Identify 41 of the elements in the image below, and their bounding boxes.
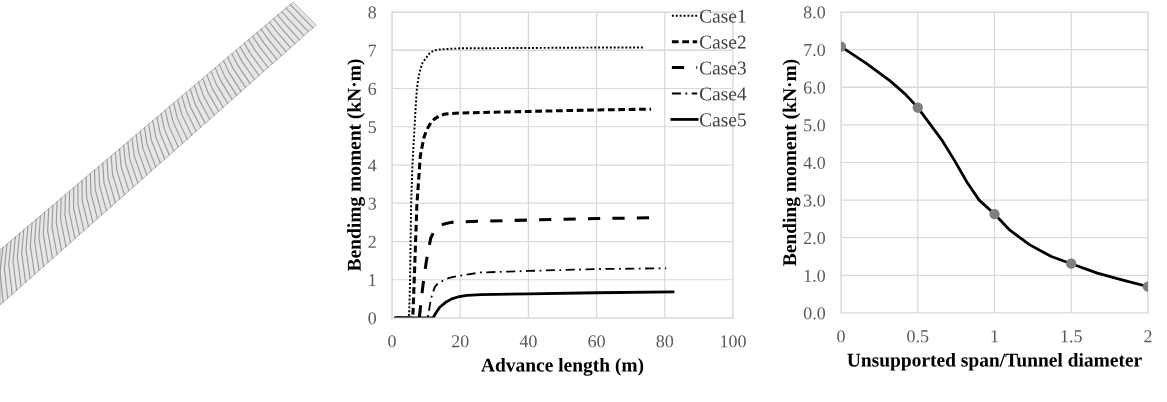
x-tick-label: 0.5 — [907, 330, 929, 343]
y-tick-label: 2.0 — [803, 232, 826, 245]
x-tick-label: 20 — [451, 335, 469, 348]
y-tick-label: 3.0 — [804, 194, 826, 207]
y-tick-label: 4.0 — [803, 156, 826, 170]
x-tick-label: 40 — [519, 335, 537, 348]
x-axis-title: Unsupported span/Tunnel diameter — [847, 352, 1142, 371]
legend-label: Case3 — [699, 61, 746, 75]
legend-label: Case1 — [699, 9, 746, 23]
x-tick-label: 0 — [837, 330, 845, 343]
x-tick-label: 2 — [1144, 330, 1152, 343]
y-tick-label: 7 — [368, 44, 377, 57]
y-tick-label: 4 — [368, 159, 377, 172]
legend-label: Case4 — [699, 87, 747, 101]
y-tick-label: 5.0 — [804, 119, 826, 132]
point — [912, 102, 923, 113]
x-tick-label: 100 — [721, 335, 746, 348]
y-tick-label: 1.0 — [804, 269, 826, 282]
point — [1066, 258, 1077, 269]
y-tick-label: 8 — [368, 6, 377, 19]
x-tick-label: 0 — [388, 335, 396, 348]
x-tick-label: 80 — [656, 335, 674, 348]
point — [989, 208, 1000, 220]
y-tick-label: 0 — [368, 312, 377, 325]
x-axis-title: Advance length (m) — [481, 357, 644, 376]
x-tick-label: 1 — [991, 330, 998, 343]
x-tick-label: 1.5 — [1061, 330, 1082, 343]
y-tick-label: 7.0 — [804, 43, 826, 57]
y-tick-label: 6 — [368, 82, 377, 95]
x-tick-label: 60 — [588, 335, 605, 348]
y-tick-label: 3 — [368, 197, 377, 210]
legend-label: Case2 — [699, 35, 746, 49]
y-tick-label: 1 — [369, 274, 376, 287]
y-tick-label: 8.0 — [803, 6, 826, 19]
legend-label: Case5 — [699, 113, 746, 127]
y-axis-title: Bendimg moment (kN·m) — [347, 59, 365, 272]
y-tick-label: 2 — [368, 235, 376, 248]
y-tick-label: 6.0 — [803, 81, 826, 94]
y-tick-label: 5 — [368, 121, 377, 134]
y-axis-title: Bending moment (kN·m) — [782, 59, 801, 266]
y-tick-label: 0.0 — [803, 307, 826, 320]
